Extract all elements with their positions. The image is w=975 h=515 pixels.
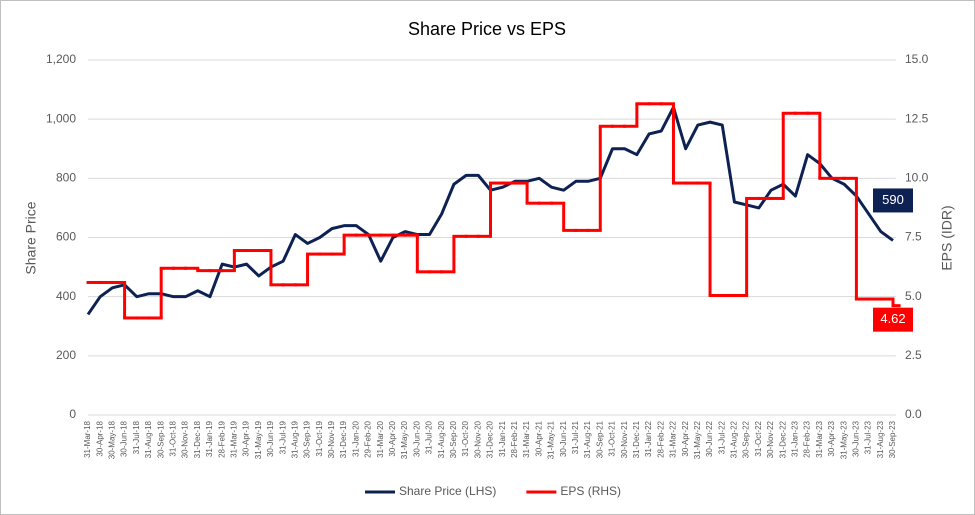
- x-tick-label: 30-Nov-19: [327, 420, 336, 458]
- x-tick-label: 31-May-20: [400, 420, 409, 459]
- y2-tick-label: 10.0: [905, 171, 929, 185]
- x-tick-label: 31-Mar-18: [83, 420, 92, 457]
- x-tick-label: 31-Jul-20: [425, 420, 434, 454]
- x-tick-label: 28-Feb-22: [656, 420, 665, 457]
- x-tick-label: 30-Sep-18: [156, 420, 165, 458]
- x-tick-label: 28-Feb-19: [217, 420, 226, 457]
- y2-tick-label: 12.5: [905, 111, 929, 125]
- x-tick-label: 31-May-22: [693, 420, 702, 459]
- x-tick-label: 31-Aug-23: [876, 420, 885, 458]
- x-tick-label: 28-Feb-23: [803, 420, 812, 457]
- y2-tick-label: 0.0: [905, 407, 922, 421]
- x-tick-label: 31-Jul-22: [717, 420, 726, 454]
- x-tick-label: 31-Oct-21: [608, 420, 617, 456]
- x-tick-label: 31-Oct-20: [461, 420, 470, 456]
- x-tick-label: 30-Sep-20: [449, 420, 458, 458]
- x-tick-label: 31-Jan-20: [351, 420, 360, 457]
- x-tick-label: 31-Aug-18: [144, 420, 153, 458]
- x-tick-label: 31-Dec-20: [486, 420, 495, 458]
- x-tick-label: 31-May-23: [839, 420, 848, 459]
- x-tick-label: 31-Aug-22: [730, 420, 739, 458]
- x-tick-label: 30-Nov-22: [766, 420, 775, 458]
- x-tick-label: 28-Feb-21: [510, 420, 519, 457]
- x-tick-label: 30-Apr-20: [388, 420, 397, 456]
- x-tick-label: 30-Jun-19: [266, 420, 275, 457]
- x-tick-label: 31-Dec-22: [778, 420, 787, 458]
- y-tick-label: 800: [56, 171, 76, 185]
- x-tick-label: 29-Feb-20: [364, 420, 373, 457]
- y-tick-label: 0: [69, 407, 76, 421]
- x-tick-label: 30-Jun-18: [120, 420, 129, 457]
- x-tick-label: 30-Apr-19: [242, 420, 251, 456]
- x-tick-label: 31-Jan-23: [791, 420, 800, 457]
- x-tick-label: 30-Apr-23: [827, 420, 836, 456]
- y2-tick-label: 2.5: [905, 348, 922, 362]
- x-tick-label: 30-Apr-21: [534, 420, 543, 456]
- x-tick-label: 31-Dec-19: [339, 420, 348, 458]
- x-tick-label: 30-Sep-19: [303, 420, 312, 458]
- y-tick-label: 600: [56, 230, 76, 244]
- x-tick-label: 31-Mar-19: [229, 420, 238, 457]
- x-tick-label: 30-May-18: [108, 420, 117, 459]
- y-tick-label: 1,000: [46, 111, 76, 125]
- y-axis-title: Share Price: [23, 201, 39, 274]
- x-tick-label: 31-Mar-20: [376, 420, 385, 457]
- x-tick-label: 30-Sep-22: [742, 420, 751, 458]
- y2-axis-title: EPS (IDR): [939, 205, 955, 270]
- x-tick-label: 30-Nov-21: [620, 420, 629, 458]
- x-tick-label: 31-Jan-22: [644, 420, 653, 457]
- end-value-box: [873, 307, 913, 332]
- x-tick-label: 30-Nov-20: [473, 420, 482, 458]
- y2-tick-label: 7.5: [905, 230, 922, 244]
- x-tick-label: 30-Jun-22: [705, 420, 714, 457]
- x-tick-label: 31-Oct-19: [315, 420, 324, 456]
- x-tick-label: 31-Mar-23: [815, 420, 824, 457]
- x-tick-label: 31-Aug-21: [583, 420, 592, 458]
- x-tick-label: 30-Nov-18: [181, 420, 190, 458]
- x-tick-label: 30-Sep-23: [888, 420, 897, 458]
- x-tick-label: 31-Oct-18: [168, 420, 177, 456]
- chart-title: Share Price vs EPS: [408, 19, 566, 39]
- y-tick-label: 400: [56, 289, 76, 303]
- x-tick-label: 31-May-21: [547, 420, 556, 459]
- x-tick-label: 31-Jul-19: [278, 420, 287, 454]
- x-tick-label: 31-Mar-22: [669, 420, 678, 457]
- x-tick-label: 30-Jun-20: [412, 420, 421, 457]
- x-tick-label: 31-Jan-21: [498, 420, 507, 457]
- x-tick-label: 31-Jul-23: [864, 420, 873, 454]
- end-value-label: 590: [873, 188, 913, 213]
- legend-label: Share Price (LHS): [399, 484, 496, 498]
- x-tick-label: 31-Mar-21: [522, 420, 531, 457]
- x-tick-label: 31-Oct-22: [754, 420, 763, 456]
- x-tick-label: 31-Jul-18: [132, 420, 141, 454]
- x-tick-label: 31-Jan-19: [205, 420, 214, 457]
- x-tick-label: 31-May-19: [254, 420, 263, 459]
- y-tick-label: 1,200: [46, 52, 76, 66]
- x-tick-label: 31-Dec-18: [193, 420, 202, 458]
- legend-label: EPS (RHS): [560, 484, 621, 498]
- end-value-text: 4.62: [880, 311, 905, 326]
- x-tick-label: 30-Jun-23: [852, 420, 861, 457]
- y-tick-label: 200: [56, 348, 76, 362]
- x-tick-label: 30-Jun-21: [559, 420, 568, 457]
- x-tick-label: 31-Aug-19: [290, 420, 299, 458]
- end-value-text: 590: [882, 192, 904, 207]
- x-tick-label: 30-Apr-18: [95, 420, 104, 456]
- y2-tick-label: 15.0: [905, 52, 929, 66]
- end-value-box: [873, 188, 913, 213]
- x-tick-label: 31-Aug-20: [437, 420, 446, 458]
- x-tick-label: 31-Jul-21: [571, 420, 580, 454]
- end-value-label: 4.62: [873, 307, 913, 332]
- y2-tick-label: 5.0: [905, 289, 922, 303]
- x-tick-label: 30-Apr-22: [681, 420, 690, 456]
- x-tick-label: 30-Sep-21: [595, 420, 604, 458]
- x-tick-label: 31-Dec-21: [632, 420, 641, 458]
